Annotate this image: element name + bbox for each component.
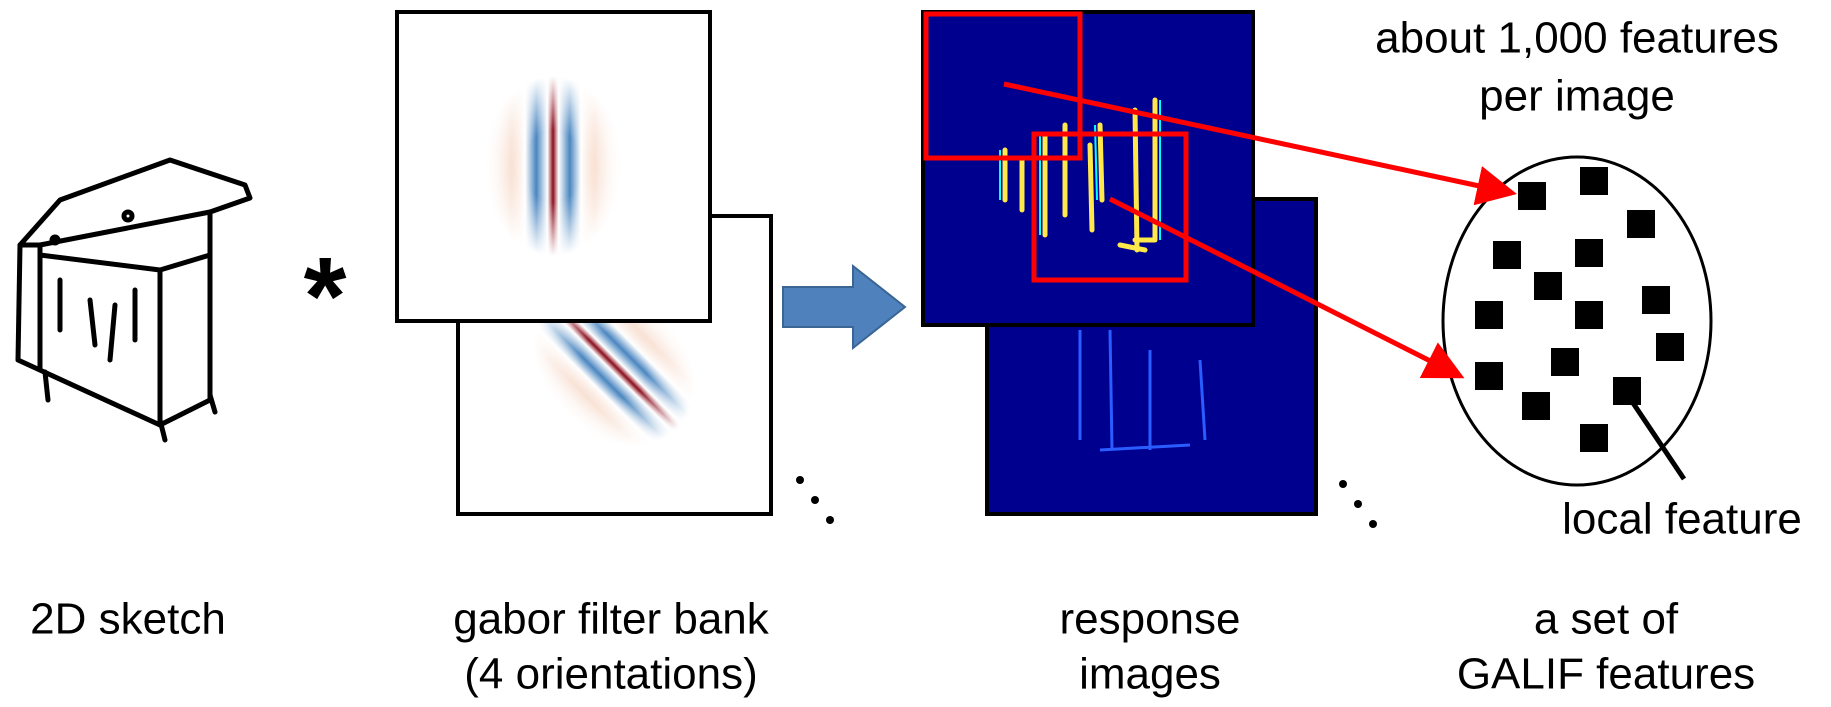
diagram: * about 1,000 features per [0,0,1831,707]
feature-count-label: about 1,000 features [1375,14,1779,63]
response-label: response [1059,595,1240,644]
operator: * [304,235,347,358]
feature-count-label: per image [1479,72,1675,121]
features-label: a set of [1534,595,1679,644]
features-label: GALIF features [1457,650,1755,699]
sketch-drawing [18,160,250,440]
page: * about 1,000 features per [0,0,1831,707]
local-feature-label: local feature [1562,495,1802,544]
filter-label: (4 orientations) [464,650,757,699]
sketch-label: 2D sketch [30,595,226,644]
response-label: images [1079,650,1221,699]
filter-label: gabor filter bank [453,595,770,644]
filter-panel [397,12,710,321]
process-arrow [783,266,905,348]
